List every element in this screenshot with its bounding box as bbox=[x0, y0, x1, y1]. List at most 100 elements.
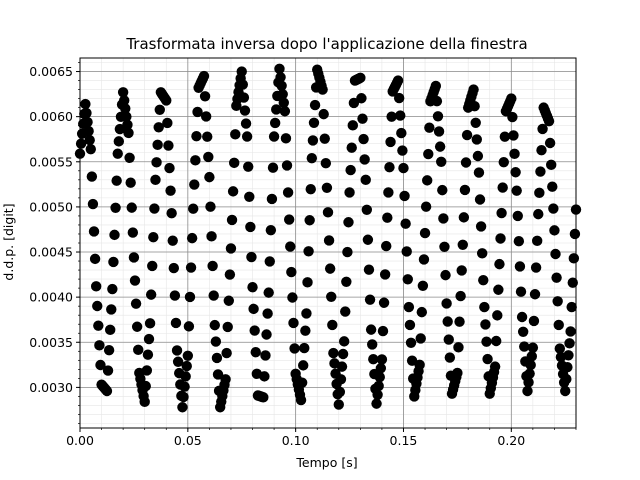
data-point bbox=[512, 210, 523, 222]
data-point bbox=[227, 186, 239, 197]
data-point bbox=[266, 193, 278, 205]
data-point bbox=[431, 95, 443, 107]
data-point bbox=[453, 342, 464, 353]
data-point bbox=[133, 344, 144, 356]
data-point bbox=[382, 212, 393, 223]
data-point bbox=[343, 217, 354, 228]
data-point bbox=[184, 291, 196, 303]
data-point bbox=[167, 235, 178, 246]
data-point bbox=[200, 111, 212, 122]
data-point bbox=[439, 241, 450, 252]
data-point bbox=[250, 346, 261, 358]
data-point bbox=[460, 157, 472, 168]
x-tick-label: 0.00 bbox=[66, 433, 94, 448]
data-point bbox=[399, 190, 410, 202]
data-point bbox=[83, 125, 94, 137]
data-point bbox=[144, 318, 156, 329]
data-point bbox=[103, 345, 115, 356]
data-point bbox=[258, 392, 269, 403]
data-point bbox=[124, 152, 135, 164]
data-point bbox=[509, 148, 520, 160]
data-point bbox=[418, 254, 430, 265]
data-point bbox=[275, 72, 286, 83]
data-point bbox=[108, 256, 119, 268]
data-point bbox=[499, 131, 511, 142]
data-point bbox=[422, 175, 433, 186]
data-point bbox=[80, 98, 91, 110]
data-point bbox=[475, 221, 487, 232]
data-point bbox=[474, 194, 486, 205]
data-point bbox=[333, 399, 344, 410]
data-point bbox=[236, 66, 247, 77]
data-point bbox=[110, 202, 121, 214]
data-point bbox=[245, 221, 256, 233]
data-point bbox=[178, 391, 189, 403]
data-point bbox=[153, 122, 164, 133]
data-point bbox=[210, 336, 222, 347]
data-point bbox=[300, 325, 311, 336]
data-point bbox=[281, 160, 293, 171]
data-point bbox=[262, 308, 273, 319]
data-point bbox=[437, 184, 448, 196]
data-point bbox=[404, 319, 416, 331]
data-point bbox=[337, 348, 349, 360]
data-point bbox=[405, 337, 417, 349]
data-point bbox=[441, 298, 452, 309]
data-point bbox=[189, 179, 200, 190]
data-point bbox=[326, 291, 337, 302]
data-point bbox=[561, 373, 572, 385]
data-point bbox=[289, 343, 300, 354]
data-point bbox=[376, 354, 388, 365]
data-point bbox=[170, 317, 182, 329]
data-point bbox=[166, 208, 177, 219]
x-tick-label: 0.20 bbox=[497, 433, 525, 448]
data-point bbox=[440, 269, 451, 281]
data-point bbox=[546, 159, 557, 171]
data-point bbox=[565, 326, 576, 337]
data-point bbox=[386, 111, 397, 122]
data-point bbox=[208, 290, 219, 301]
data-point bbox=[395, 110, 406, 121]
data-point bbox=[168, 262, 180, 274]
data-point bbox=[125, 177, 136, 188]
data-point bbox=[367, 339, 378, 350]
data-point bbox=[534, 187, 545, 199]
data-point bbox=[335, 374, 347, 385]
data-point bbox=[550, 248, 561, 260]
data-point bbox=[283, 214, 295, 225]
data-point bbox=[345, 164, 356, 176]
data-point bbox=[322, 207, 334, 218]
data-point bbox=[470, 117, 481, 128]
data-point bbox=[279, 106, 291, 117]
data-point bbox=[383, 187, 394, 198]
data-point bbox=[562, 361, 573, 373]
data-point bbox=[102, 365, 114, 376]
data-point bbox=[295, 394, 307, 406]
data-point bbox=[248, 303, 259, 315]
data-point bbox=[86, 171, 98, 182]
data-point bbox=[563, 350, 574, 361]
data-point bbox=[537, 123, 548, 135]
data-point bbox=[140, 380, 151, 392]
data-point bbox=[381, 240, 392, 252]
data-point bbox=[246, 251, 257, 263]
data-point bbox=[288, 317, 299, 329]
data-point bbox=[336, 361, 348, 372]
data-point bbox=[145, 289, 157, 300]
data-point bbox=[95, 359, 106, 371]
data-point bbox=[223, 295, 234, 306]
data-point bbox=[127, 227, 139, 238]
data-point bbox=[93, 320, 104, 331]
data-point bbox=[131, 321, 143, 332]
data-point bbox=[211, 352, 223, 364]
data-point bbox=[357, 113, 368, 124]
data-point bbox=[122, 119, 133, 130]
data-point bbox=[468, 84, 479, 95]
data-point bbox=[305, 184, 316, 195]
y-tick-label: 0.0065 bbox=[29, 64, 73, 79]
data-point bbox=[206, 231, 217, 242]
data-point bbox=[75, 138, 87, 149]
data-point bbox=[299, 342, 310, 354]
data-point bbox=[569, 228, 581, 240]
data-point bbox=[392, 75, 404, 86]
